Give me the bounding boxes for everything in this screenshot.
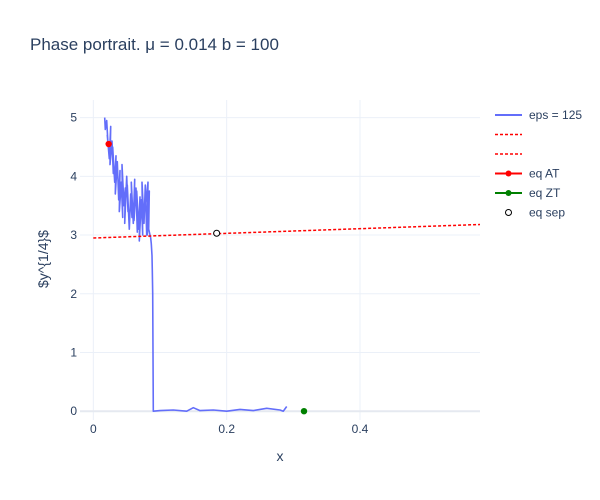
y-tick-label: 0 [70, 404, 77, 418]
equilibrium-point[interactable] [105, 140, 112, 148]
y-tick-label: 1 [70, 345, 77, 359]
legend-label: eps = 125 [529, 108, 582, 122]
legend-label: eq sep [529, 206, 565, 220]
x-tick-label: 0.4 [352, 422, 369, 436]
separatrix-point[interactable] [213, 229, 221, 237]
legend-item[interactable]: eq AT [495, 167, 560, 181]
legend-label: eq AT [529, 167, 560, 181]
legend-swatch-marker [505, 170, 512, 177]
y-tick-label: 3 [70, 228, 77, 242]
legend-item[interactable]: eq sep [505, 206, 566, 220]
y-tick-label: 5 [70, 111, 77, 125]
separatrix-dotted-line [93, 223, 481, 239]
x-tick-label: 0 [90, 422, 97, 436]
x-tick-label: 0.2 [218, 422, 235, 436]
tick-layer: 0 0.2 0.4 0 1 2 3 4 5 [70, 111, 368, 436]
legend[interactable]: eps = 125 eq AT eq ZT eq sep [495, 108, 582, 220]
legend-swatch-marker [505, 190, 512, 196]
legend-swatch-marker [505, 209, 512, 216]
equilibrium-point[interactable] [300, 407, 308, 415]
trajectory-line [103, 117, 288, 413]
legend-item[interactable]: eps = 125 [495, 108, 582, 122]
grid-layer [80, 100, 480, 420]
y-axis-title: $y^{1/4}$ [35, 230, 51, 288]
plot-layer [93, 117, 481, 415]
legend-label: eq ZT [529, 186, 561, 200]
y-tick-label: 4 [70, 169, 77, 183]
chart-title: Phase portrait. μ = 0.014 b = 100 [30, 35, 279, 54]
y-tick-label: 2 [70, 287, 77, 301]
x-axis-title: x [277, 448, 284, 464]
legend-item[interactable]: eq ZT [495, 186, 561, 200]
